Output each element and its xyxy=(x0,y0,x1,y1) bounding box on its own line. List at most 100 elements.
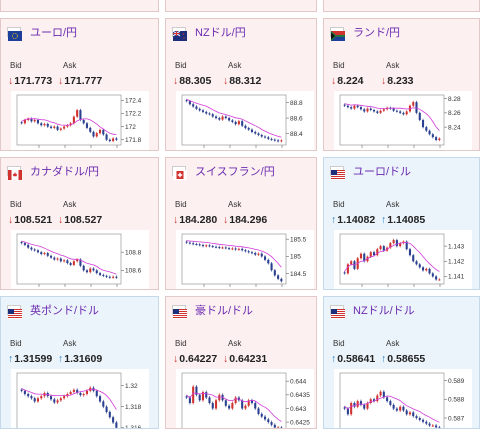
candle-body xyxy=(201,110,205,112)
rate-card[interactable]: スイスフラン/円 Bid Ask ↓184.280 ↓184.296 185.5 185 18… xyxy=(165,157,317,290)
bid-value: 171.773 xyxy=(14,75,53,87)
candle-body xyxy=(231,248,234,250)
candle-body xyxy=(105,134,108,140)
pair-name-link[interactable]: ユーロ/ドル xyxy=(353,166,412,178)
candle-body xyxy=(389,243,392,248)
candle-body xyxy=(399,406,402,411)
rate-card[interactable]: 豪ドル/ドル Bid Ask ↓0.64227 ↓0.64231 0.644 0.6435 0… xyxy=(165,296,317,429)
candle-body xyxy=(435,137,438,140)
candle-body xyxy=(428,423,431,426)
candle-body xyxy=(95,390,98,397)
y-tick-label: 172.2 xyxy=(125,111,142,118)
card-header[interactable]: ランド/円 xyxy=(324,21,479,43)
rate-card-partial[interactable] xyxy=(0,0,159,12)
x-tick-label: 12:00 xyxy=(196,150,213,151)
card-header[interactable]: 英ポンド/ドル xyxy=(1,299,158,321)
candle-body xyxy=(241,121,244,126)
pair-name-link[interactable]: 豪ドル/ドル xyxy=(195,305,254,317)
card-header[interactable]: ユーロ/ドル xyxy=(324,160,479,182)
pair-name-link[interactable]: NZドル/ドル xyxy=(353,305,415,317)
card-header[interactable]: NZドル/円 xyxy=(166,21,316,43)
pair-name-link[interactable]: スイスフラン/円 xyxy=(195,166,275,178)
bid-value: 88.305 xyxy=(179,75,212,87)
price-chart[interactable]: 88.8 88.6 88.4 12:00 14:00 16:00 18:00 xyxy=(176,91,314,151)
rate-card[interactable]: NZドル/ドル Bid Ask ↑0.58641 ↑0.58655 0.589 0.588 0… xyxy=(323,296,480,429)
pair-name-link[interactable]: NZドル/円 xyxy=(195,27,246,39)
rate-card[interactable]: ユーロ/円 Bid Ask ↓171.773 ↓171.777 172.4 172.2 172… xyxy=(0,18,159,151)
candle-body xyxy=(379,110,382,113)
candle-body xyxy=(353,403,356,407)
candle-body xyxy=(102,129,105,135)
candle-body xyxy=(195,106,198,109)
y-tick-label: 8.24 xyxy=(448,124,461,131)
candle-body xyxy=(438,279,441,281)
rate-card[interactable]: ランド/円 Bid Ask ↓8.224 ↓8.233 8.28 8.26 8.24 12:00… xyxy=(323,18,480,151)
arrow-down-icon: ↓ xyxy=(58,75,64,87)
candle-body xyxy=(185,396,188,398)
pair-name-link[interactable]: 英ポンド/ドル xyxy=(30,305,100,317)
price-chart[interactable]: 0.644 0.6435 0.643 0.6425 xyxy=(176,369,314,428)
ask-label: Ask xyxy=(228,339,242,348)
price-chart[interactable]: 0.589 0.588 0.587 xyxy=(334,369,472,428)
plot-frame xyxy=(181,372,287,428)
x-tick-label: 12:00 xyxy=(31,150,48,151)
price-chart[interactable]: 8.28 8.26 8.24 12:00 14:00 16:00 18:00 xyxy=(334,91,472,150)
card-header[interactable]: NZドル/ドル xyxy=(324,299,479,321)
card-header[interactable]: ユーロ/円 xyxy=(1,21,158,43)
price-chart[interactable]: 1.32 1.318 1.316 xyxy=(11,369,149,428)
card-header[interactable]: スイスフラン/円 xyxy=(166,160,316,182)
pair-name-link[interactable]: ランド/円 xyxy=(353,27,401,39)
card-header[interactable]: 豪ドル/ドル xyxy=(166,299,316,321)
price-chart[interactable]: 108.8 108.6 12:00 14:00 16:00 18:00 xyxy=(11,230,149,289)
candle-body xyxy=(195,244,198,245)
price-chart[interactable]: 172.4 172.2 172 171.8 12:00 14:00 16:00 18:00 xyxy=(11,91,149,151)
candle-body xyxy=(353,105,356,109)
price-chart[interactable]: 1.143 1.142 1.141 12:00 14:00 16:00 18:00 xyxy=(334,230,472,289)
y-tick-label: 0.587 xyxy=(448,415,465,422)
candle-body xyxy=(412,412,415,417)
candle-body xyxy=(105,406,108,412)
rate-card[interactable]: NZドル/円 Bid Ask ↓88.305 ↓88.312 88.8 88.6 88.4 12… xyxy=(165,18,317,151)
x-tick-label: 16:00 xyxy=(248,150,265,151)
candle-body xyxy=(59,398,62,401)
candle-body xyxy=(369,252,372,257)
y-tick-label: 185 xyxy=(290,254,301,261)
candle-body xyxy=(363,109,366,112)
bid-label: Bid xyxy=(333,200,345,209)
rate-card[interactable]: カナダドル/円 Bid Ask ↓108.521 ↓108.527 108.8 108.6 1… xyxy=(0,157,159,290)
pair-name-link[interactable]: カナダドル/円 xyxy=(30,166,100,178)
price-chart[interactable]: 185.5 185 184.5 12:00 14:00 16:00 18:00 xyxy=(176,230,314,290)
y-tick-label: 1.32 xyxy=(125,383,138,390)
candle-body xyxy=(431,134,434,138)
rate-card-partial[interactable] xyxy=(323,0,480,12)
candle-body xyxy=(399,243,402,247)
candle-body xyxy=(435,276,438,280)
candle-body xyxy=(392,240,395,244)
rate-card[interactable]: ユーロ/ドル Bid Ask ↑1.14082 ↑1.14085 1.143 1.142 1.… xyxy=(323,157,480,290)
y-tick-label: 88.6 xyxy=(290,115,303,122)
ask-value: 0.64231 xyxy=(229,353,268,365)
candle-body xyxy=(224,247,227,249)
candle-body xyxy=(92,131,95,137)
candle-body xyxy=(234,248,237,250)
candle-body xyxy=(382,391,385,398)
candle-body xyxy=(376,111,379,113)
candle-body xyxy=(428,268,431,274)
x-tick-label: 18:00 xyxy=(274,289,291,290)
candle-body xyxy=(40,252,43,254)
moving-average-line xyxy=(21,240,117,275)
candle-body xyxy=(89,127,92,132)
plot-frame xyxy=(339,94,445,146)
chart-svg: 172.4 172.2 172 171.8 12:00 14:00 16:00 18:00 xyxy=(16,94,142,151)
rate-card[interactable]: 英ポンド/ドル Bid Ask ↑1.31599 ↑1.31609 1.32 1.318 1.… xyxy=(0,296,159,429)
ask-label: Ask xyxy=(228,61,242,70)
candle-body xyxy=(359,107,363,110)
y-tick-label: 1.143 xyxy=(448,243,465,250)
y-tick-label: 0.588 xyxy=(448,397,465,404)
rate-card-partial[interactable] xyxy=(165,0,317,12)
card-header[interactable]: カナダドル/円 xyxy=(1,160,158,182)
pair-name-link[interactable]: ユーロ/円 xyxy=(30,27,78,39)
candle-body xyxy=(30,247,33,250)
eu-us-flag xyxy=(330,166,345,180)
candle-body xyxy=(425,268,428,271)
